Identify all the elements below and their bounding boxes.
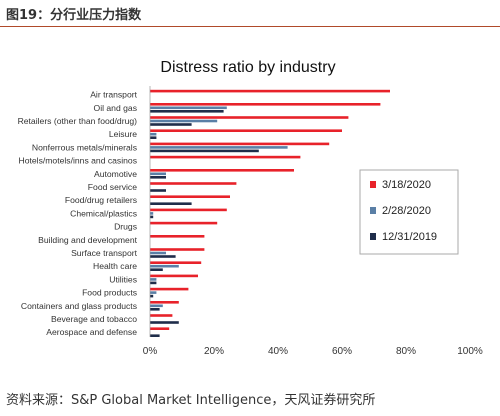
bar-aerospace-and-defense-12-31-2019 <box>150 334 160 337</box>
bar-containers-and-glass-products-12-31-2019 <box>150 308 160 311</box>
bar-food-service-3-18-2020 <box>150 182 237 185</box>
bar-oil-and-gas-12-31-2019 <box>150 110 224 113</box>
bar-building-and-development-3-18-2020 <box>150 235 205 238</box>
bar-retailers-other-than-food-drug-12-31-2019 <box>150 123 192 126</box>
bar-hotels-motels-inns-and-casinos-3-18-2020 <box>150 155 301 159</box>
header-rule <box>0 26 500 27</box>
legend-label-2-28-2020: 2/28/2020 <box>382 205 431 217</box>
bar-air-transport-3-18-2020 <box>150 89 390 93</box>
distress-ratio-chart: Distress ratio by industry Air transport… <box>18 59 483 357</box>
bar-health-care-12-31-2019 <box>150 268 163 271</box>
chart-title: Distress ratio by industry <box>160 59 335 76</box>
category-label-surface-transport: Surface transport <box>71 248 138 258</box>
bar-nonferrous-metals-minerals-2-28-2020 <box>150 146 288 149</box>
bar-food-drug-retailers-3-18-2020 <box>150 195 230 198</box>
bar-automotive-2-28-2020 <box>150 172 166 176</box>
category-label-drugs: Drugs <box>114 222 137 232</box>
figure-source: 资料来源：S&P Global Market Intelligence，天风证券… <box>6 393 376 408</box>
bar-chemical-plastics-3-18-2020 <box>150 208 227 212</box>
category-label-retailers-other-than-food-drug: Retailers (other than food/drug) <box>18 116 138 126</box>
bar-retailers-other-than-food-drug-2-28-2020 <box>150 119 218 123</box>
bar-food-drug-retailers-12-31-2019 <box>150 202 192 205</box>
legend-box <box>359 169 459 255</box>
category-label-health-care: Health care <box>93 261 137 271</box>
category-label-food-drug-retailers: Food/drug retailers <box>65 195 137 205</box>
category-label-oil-and-gas: Oil and gas <box>94 103 137 113</box>
category-label-food-service: Food service <box>88 182 137 192</box>
category-label-utilities: Utilities <box>109 274 137 284</box>
legend-label-3-18-2020: 3/18/2020 <box>382 179 431 191</box>
bar-containers-and-glass-products-2-28-2020 <box>150 304 163 308</box>
x-tick-label-60: 60% <box>332 346 352 357</box>
bar-utilities-12-31-2019 <box>150 281 157 285</box>
bar-automotive-12-31-2019 <box>150 176 166 179</box>
x-tick-label-80: 80% <box>396 346 416 357</box>
category-label-building-and-development: Building and development <box>38 235 138 245</box>
legend-swatch-3-18-2020 <box>370 181 376 188</box>
x-tick-label-0: 0% <box>143 346 158 357</box>
x-tick-labels-group: 0% 20% 40% 60% 80% 100% <box>143 346 483 357</box>
x-tick-label-100: 100% <box>457 346 483 357</box>
bar-leisure-2-28-2020 <box>150 132 157 136</box>
category-labels-group: Air transport Oil and gas Retailers (other… <box>18 90 138 338</box>
category-label-leisure: Leisure <box>109 129 137 139</box>
bar-retailers-other-than-food-drug-3-18-2020 <box>150 116 349 119</box>
category-label-hotels-motels-inns-and-casinos: Hotels/motels/inns and casinos <box>19 156 137 166</box>
category-label-chemical-plastics: Chemical/plastics <box>70 208 137 218</box>
bar-oil-and-gas-3-18-2020 <box>150 103 381 106</box>
bar-health-care-2-28-2020 <box>150 264 179 268</box>
category-label-food-products: Food products <box>82 288 137 298</box>
bar-utilities-2-28-2020 <box>150 278 157 281</box>
category-label-air-transport: Air transport <box>90 90 137 100</box>
bar-chemical-plastics-12-31-2019 <box>150 215 154 219</box>
bar-surface-transport-12-31-2019 <box>150 255 176 258</box>
bar-chemical-plastics-2-28-2020 <box>150 212 154 215</box>
bar-food-products-2-28-2020 <box>150 291 157 294</box>
bar-beverage-and-tobacco-12-31-2019 <box>150 321 179 324</box>
bar-nonferrous-metals-minerals-3-18-2020 <box>150 142 330 146</box>
bar-oil-and-gas-2-28-2020 <box>150 106 227 110</box>
category-label-nonferrous-metals-minerals: Nonferrous metals/minerals <box>32 142 137 152</box>
legend-swatch-2-28-2020 <box>370 207 376 214</box>
category-label-beverage-and-tobacco: Beverage and tobacco <box>51 314 137 324</box>
bar-beverage-and-tobacco-3-18-2020 <box>150 314 173 317</box>
category-label-automotive: Automotive <box>94 169 137 179</box>
legend: 3/18/2020 2/28/2020 12/31/2019 <box>370 179 437 243</box>
bar-automotive-3-18-2020 <box>150 169 294 172</box>
chart-container: Distress ratio by industry Air transport… <box>4 40 496 370</box>
figure-header: 图19：分行业压力指数 <box>6 8 142 23</box>
legend-label-12-31-2019: 12/31/2019 <box>382 231 437 243</box>
x-tick-label-40: 40% <box>268 346 288 357</box>
bar-food-service-12-31-2019 <box>150 189 166 192</box>
bar-surface-transport-3-18-2020 <box>150 248 205 251</box>
x-tick-label-20: 20% <box>204 346 224 357</box>
bar-aerospace-and-defense-3-18-2020 <box>150 327 170 330</box>
category-label-aerospace-and-defense: Aerospace and defense <box>46 327 137 337</box>
bars-group <box>150 89 390 337</box>
bar-health-care-3-18-2020 <box>150 261 202 264</box>
bar-leisure-3-18-2020 <box>150 129 342 132</box>
bar-food-products-12-31-2019 <box>150 294 154 298</box>
legend-swatch-12-31-2019 <box>370 233 376 240</box>
bar-containers-and-glass-products-3-18-2020 <box>150 301 179 304</box>
bar-nonferrous-metals-minerals-12-31-2019 <box>150 149 259 153</box>
bar-drugs-3-18-2020 <box>150 221 218 225</box>
bar-leisure-12-31-2019 <box>150 136 157 139</box>
bar-food-products-3-18-2020 <box>150 287 189 291</box>
bar-utilities-3-18-2020 <box>150 274 198 278</box>
bar-surface-transport-2-28-2020 <box>150 251 166 255</box>
category-label-containers-and-glass-products: Containers and glass products <box>21 301 137 311</box>
